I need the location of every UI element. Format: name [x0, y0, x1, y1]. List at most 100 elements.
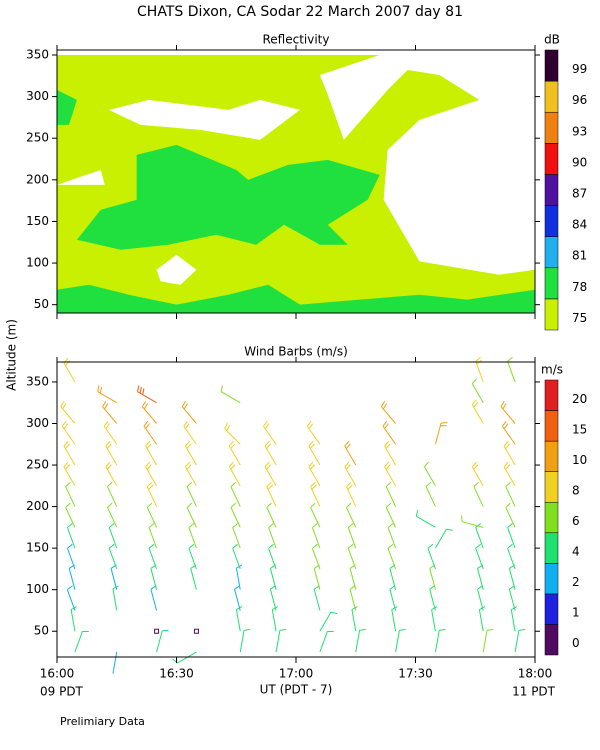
wind-barb [431, 606, 438, 632]
wind-barb [106, 502, 118, 528]
y-tick-label: 50 [34, 624, 49, 638]
wind-barb [63, 461, 76, 487]
no-data-region [108, 99, 300, 140]
wind-barb [503, 461, 516, 487]
wind-barb [271, 606, 279, 632]
wind-barb [345, 502, 357, 528]
wind-barb [502, 420, 516, 445]
wind-barb [234, 585, 241, 611]
wind-barb [319, 630, 334, 653]
wind-barb [310, 481, 321, 507]
colorbar-tick-label: 99 [572, 62, 587, 76]
wind-barb [264, 461, 277, 487]
wind-barb [228, 440, 241, 466]
wind-barb [269, 564, 277, 590]
wind-barb [507, 523, 516, 549]
wind-barb [145, 440, 158, 466]
wind-barb [66, 585, 76, 611]
wind-barb [478, 606, 486, 632]
colorbar-tick-label: 20 [572, 392, 587, 406]
wind-barb [508, 564, 516, 590]
wind-barb [389, 564, 397, 590]
wind-barb [355, 628, 366, 653]
y-tick-label: 200 [26, 499, 49, 513]
wind-barb [351, 606, 358, 632]
wind-barb [429, 585, 436, 611]
wind-barb [473, 481, 484, 507]
wind-barb [220, 385, 241, 404]
wind-barb [266, 481, 277, 507]
wind-barb [507, 543, 516, 570]
wind-barb [143, 420, 157, 445]
y-axis-label: Altitude (m) [5, 319, 19, 391]
wind-barb [311, 523, 321, 549]
wind-barb [471, 399, 484, 424]
y-tick-label: 150 [26, 214, 49, 228]
page-title: CHATS Dixon, CA Sodar 22 March 2007 day … [137, 4, 463, 20]
wind-barb [427, 543, 436, 570]
wind-barb [230, 502, 241, 528]
wind-barb [103, 420, 118, 445]
colorbar-box [544, 80, 559, 113]
wind-barb [268, 523, 277, 549]
panel-title: Wind Barbs (m/s) [244, 345, 348, 359]
wind-barb [381, 400, 396, 424]
wind-barb [385, 481, 397, 507]
wind-barb [306, 420, 321, 445]
wind-barb [239, 628, 251, 653]
wind-barb [425, 481, 436, 507]
colorbar-box [544, 379, 559, 411]
colorbar-box [544, 205, 559, 237]
wind-barb [269, 585, 277, 611]
contour-region [76, 144, 380, 250]
wind-barb [264, 440, 277, 466]
wind-barb [184, 440, 197, 466]
wind-barb [382, 420, 396, 445]
colorbar-tick-label: 15 [572, 422, 587, 436]
colorbar-label: dB [544, 33, 560, 47]
wind-barb [507, 356, 516, 383]
wind-barb [429, 564, 436, 590]
wind-barb [471, 378, 484, 403]
wind-barb [505, 481, 516, 507]
colorbar-tick-label: 2 [572, 575, 580, 589]
wind-barb [137, 385, 157, 404]
wind-barb [347, 523, 357, 549]
x-axis-label: UT (PDT - 7) [260, 683, 333, 697]
colorbar-box [544, 174, 559, 206]
colorbar-tick-label: 4 [572, 545, 580, 559]
y-tick-label: 200 [26, 172, 49, 186]
x-tick-label: 17:00 [279, 667, 314, 681]
x-tick-label: 17:30 [398, 667, 433, 681]
wind-barb [344, 461, 357, 487]
colorbar-box [544, 111, 559, 144]
colorbar-tick-label: 78 [572, 280, 587, 294]
wind-barb [146, 502, 158, 528]
footnote: Prelimiary Data [60, 715, 145, 728]
wind-barb [105, 461, 118, 487]
wind-barb [146, 481, 158, 507]
colorbar-box [544, 236, 559, 269]
colorbar-tick-label: 75 [572, 311, 587, 325]
wind-barb [434, 528, 453, 549]
colorbar-box [544, 410, 559, 442]
wind-barb [384, 440, 397, 466]
colorbar-label: m/s [541, 363, 563, 377]
wind-barb [344, 440, 357, 466]
y-tick-label: 100 [26, 582, 49, 596]
wind-barb [150, 564, 158, 590]
wind-barb [313, 564, 321, 590]
colorbar-box [544, 563, 559, 595]
wind-barb [74, 630, 89, 653]
wind-barb [142, 400, 157, 424]
y-tick-label: 250 [26, 131, 49, 145]
wind-barb [66, 543, 76, 570]
wind-barb [266, 502, 277, 528]
wind-barb [60, 400, 76, 424]
wind-barb [65, 481, 76, 507]
wind-barb [105, 440, 118, 466]
x-tick-label: 16:30 [159, 667, 194, 681]
wind-barb [63, 440, 76, 466]
wind-barb [186, 481, 197, 507]
